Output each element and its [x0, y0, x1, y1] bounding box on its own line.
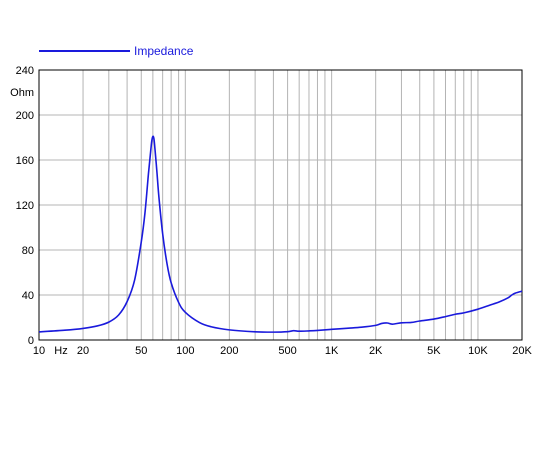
x-tick-label: 2K	[369, 345, 383, 357]
legend: Impedance	[39, 44, 194, 58]
y-tick-label: 160	[16, 155, 34, 167]
y-tick-label: 80	[22, 245, 34, 257]
y-tick-label: 120	[16, 200, 34, 212]
x-tick-label: 20	[77, 345, 89, 357]
y-tick-label: 240	[16, 65, 34, 77]
x-tick-label: 1K	[325, 345, 339, 357]
y-tick-label: 200	[16, 110, 34, 122]
x-tick-label: 200	[220, 345, 238, 357]
x-tick-label: 10K	[468, 345, 488, 357]
y-tick-label: 40	[22, 290, 34, 302]
series-line-impedance	[38, 135, 523, 333]
x-tick-label: 10	[33, 345, 45, 357]
y-unit-label: Ohm	[10, 87, 34, 99]
x-unit-label: Hz	[54, 345, 67, 357]
x-tick-label: 50	[135, 345, 147, 357]
plot-frame	[38, 69, 523, 341]
grid-layer	[39, 70, 522, 340]
x-tick-label: 5K	[427, 345, 441, 357]
y-tick-label: 0	[28, 335, 34, 347]
x-tick-label: 500	[278, 345, 296, 357]
series-layer	[38, 135, 523, 333]
legend-label-impedance: Impedance	[134, 44, 194, 58]
x-tick-label: 20K	[512, 345, 532, 357]
x-tick-label: 100	[176, 345, 194, 357]
tick-labels: 10 20 50 100 200 500 1K 2K 5K 10K 20K Hz 0 40 80 120 160…	[10, 65, 532, 357]
